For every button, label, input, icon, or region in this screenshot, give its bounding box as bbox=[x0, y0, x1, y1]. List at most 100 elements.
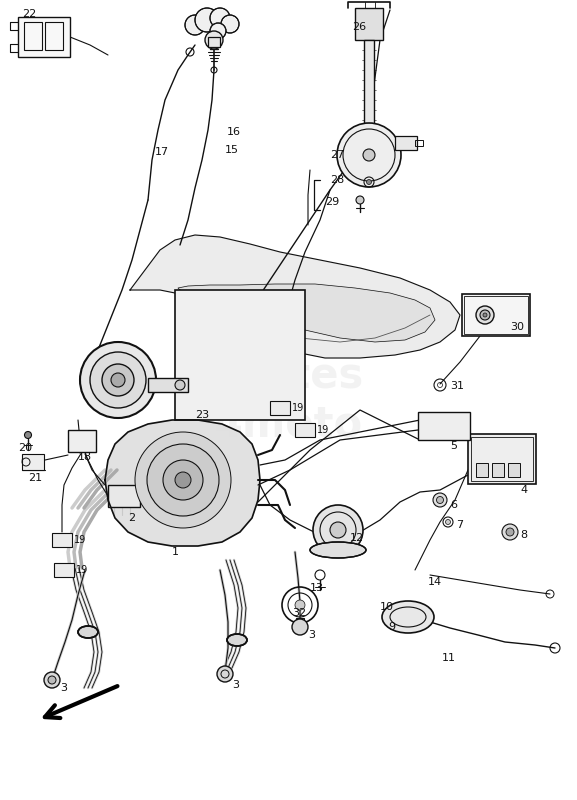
Text: 2: 2 bbox=[128, 513, 135, 523]
Text: 12: 12 bbox=[350, 533, 364, 543]
Polygon shape bbox=[130, 235, 460, 358]
Bar bbox=[508, 463, 520, 477]
Text: 5: 5 bbox=[450, 441, 457, 451]
Circle shape bbox=[483, 313, 487, 317]
Bar bbox=[24, 22, 42, 50]
Bar bbox=[148, 378, 188, 392]
Text: 3: 3 bbox=[232, 680, 239, 690]
Bar bbox=[468, 434, 536, 484]
Text: 31: 31 bbox=[450, 381, 464, 391]
Circle shape bbox=[175, 472, 191, 488]
Text: 19: 19 bbox=[317, 425, 329, 435]
Circle shape bbox=[44, 672, 60, 688]
Bar bbox=[108, 485, 140, 507]
Text: 9: 9 bbox=[388, 622, 395, 632]
Circle shape bbox=[433, 493, 447, 507]
Circle shape bbox=[363, 149, 375, 161]
Circle shape bbox=[506, 528, 514, 536]
Text: 11: 11 bbox=[442, 653, 456, 663]
Bar bbox=[52, 533, 72, 547]
Text: 3: 3 bbox=[60, 683, 67, 693]
Circle shape bbox=[195, 8, 219, 32]
Text: 23: 23 bbox=[195, 410, 209, 420]
Circle shape bbox=[436, 497, 444, 503]
Circle shape bbox=[337, 123, 401, 187]
Circle shape bbox=[356, 196, 364, 204]
Bar bbox=[296, 618, 304, 624]
Circle shape bbox=[313, 505, 363, 555]
Text: 32: 32 bbox=[292, 608, 306, 618]
Ellipse shape bbox=[310, 542, 366, 558]
Text: 30: 30 bbox=[510, 322, 524, 332]
Ellipse shape bbox=[78, 626, 98, 638]
Text: 28: 28 bbox=[330, 175, 344, 185]
Bar bbox=[54, 563, 74, 577]
Circle shape bbox=[205, 31, 223, 49]
Text: 20: 20 bbox=[18, 443, 32, 453]
Circle shape bbox=[135, 432, 231, 528]
Text: 24: 24 bbox=[160, 460, 174, 470]
Text: 29: 29 bbox=[325, 197, 339, 207]
Circle shape bbox=[80, 342, 156, 418]
Text: 7: 7 bbox=[456, 520, 463, 530]
Circle shape bbox=[217, 666, 233, 682]
Text: 17: 17 bbox=[155, 147, 169, 157]
Circle shape bbox=[90, 352, 146, 408]
Bar bbox=[415, 140, 423, 146]
Circle shape bbox=[210, 23, 226, 39]
Circle shape bbox=[187, 467, 193, 473]
Bar bbox=[22, 454, 44, 470]
Text: 25: 25 bbox=[198, 470, 212, 480]
Bar bbox=[476, 463, 488, 477]
Text: 10: 10 bbox=[380, 602, 394, 612]
Text: partes
4moto: partes 4moto bbox=[212, 354, 364, 446]
Bar bbox=[395, 136, 417, 150]
Text: 21: 21 bbox=[28, 473, 42, 483]
Bar bbox=[418, 412, 470, 440]
Circle shape bbox=[210, 8, 230, 28]
Bar bbox=[364, 40, 374, 130]
Bar bbox=[464, 296, 528, 334]
Circle shape bbox=[445, 519, 451, 525]
Text: 19: 19 bbox=[292, 403, 304, 413]
Circle shape bbox=[476, 306, 494, 324]
Text: 18: 18 bbox=[78, 452, 92, 462]
Text: 16: 16 bbox=[227, 127, 241, 137]
Circle shape bbox=[163, 460, 203, 500]
Circle shape bbox=[502, 524, 518, 540]
Bar bbox=[68, 430, 96, 452]
Text: 15: 15 bbox=[225, 145, 239, 155]
Text: 8: 8 bbox=[520, 530, 527, 540]
Text: 27: 27 bbox=[330, 150, 344, 160]
Bar bbox=[18, 17, 70, 57]
Circle shape bbox=[292, 619, 308, 635]
Circle shape bbox=[330, 522, 346, 538]
Circle shape bbox=[366, 179, 372, 185]
Bar bbox=[355, 8, 383, 40]
Circle shape bbox=[221, 15, 239, 33]
Circle shape bbox=[102, 364, 134, 396]
Polygon shape bbox=[105, 420, 260, 546]
Ellipse shape bbox=[227, 634, 247, 646]
Circle shape bbox=[175, 380, 185, 390]
Text: 19: 19 bbox=[74, 535, 86, 545]
Text: 1: 1 bbox=[172, 547, 179, 557]
Text: 14: 14 bbox=[428, 577, 442, 587]
Text: 13: 13 bbox=[310, 583, 324, 593]
Bar bbox=[208, 37, 220, 47]
Text: 4: 4 bbox=[520, 485, 527, 495]
Circle shape bbox=[48, 676, 56, 684]
Circle shape bbox=[480, 310, 490, 320]
Bar bbox=[175, 290, 305, 420]
Circle shape bbox=[185, 15, 205, 35]
Bar bbox=[471, 437, 533, 481]
Text: 19: 19 bbox=[76, 565, 88, 575]
Circle shape bbox=[158, 445, 174, 461]
Text: 26: 26 bbox=[352, 22, 366, 32]
Circle shape bbox=[147, 444, 219, 516]
Text: 22: 22 bbox=[22, 9, 36, 19]
Bar bbox=[295, 423, 315, 437]
Polygon shape bbox=[178, 284, 435, 342]
Bar bbox=[492, 463, 504, 477]
Text: 3: 3 bbox=[308, 630, 315, 640]
